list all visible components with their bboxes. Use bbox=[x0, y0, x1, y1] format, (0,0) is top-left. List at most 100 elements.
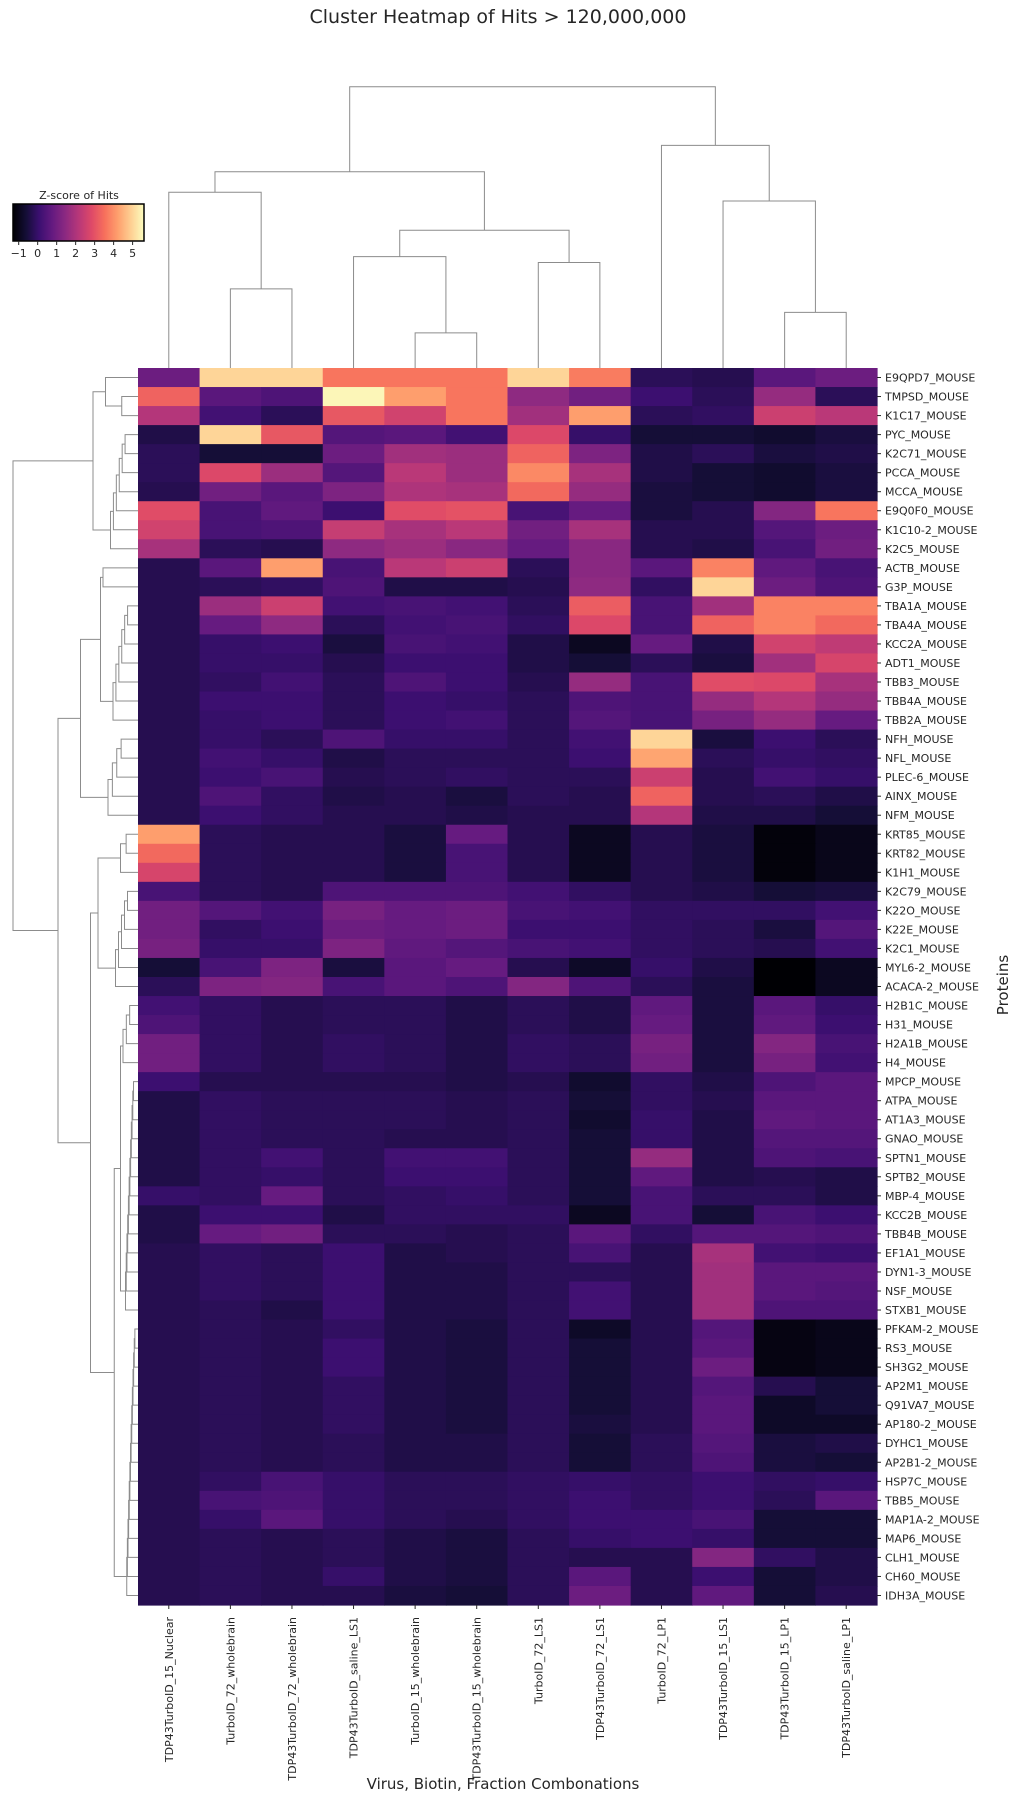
heatmap-cell bbox=[445, 634, 509, 655]
heatmap-cell bbox=[569, 520, 632, 540]
heatmap-cell bbox=[692, 1053, 755, 1073]
heatmap-cell bbox=[753, 1129, 817, 1149]
heatmap-cell bbox=[322, 539, 385, 559]
heatmap-cell bbox=[322, 1167, 385, 1187]
heatmap-cell bbox=[445, 786, 509, 807]
dendrogram-link bbox=[349, 86, 716, 172]
heatmap-cell bbox=[261, 1300, 324, 1321]
heatmap-cell bbox=[261, 1072, 324, 1092]
heatmap-cell bbox=[261, 805, 324, 826]
heatmap-cell bbox=[507, 539, 570, 559]
heatmap-cell bbox=[507, 1452, 570, 1473]
row-label: TBA4A_MOUSE bbox=[884, 619, 967, 632]
heatmap-cell bbox=[445, 881, 509, 902]
dendrogram-link bbox=[124, 614, 138, 645]
heatmap-cell bbox=[753, 786, 817, 807]
heatmap-cell bbox=[692, 1072, 755, 1092]
dendrogram-link bbox=[229, 288, 293, 368]
heatmap-cell bbox=[384, 1015, 447, 1035]
heatmap-cell bbox=[261, 1243, 324, 1264]
heatmap-cell bbox=[569, 1547, 632, 1568]
dendrogram-link bbox=[132, 1090, 138, 1121]
heatmap-cell bbox=[384, 1091, 447, 1111]
heatmap-cell bbox=[569, 577, 632, 597]
heatmap-cell bbox=[692, 1566, 755, 1587]
dendrogram-link bbox=[90, 912, 115, 1373]
dendrogram-link bbox=[115, 663, 138, 702]
heatmap-cell bbox=[569, 1148, 632, 1168]
heatmap-cell bbox=[753, 1243, 817, 1264]
heatmap-cell bbox=[753, 444, 817, 464]
heatmap-cell bbox=[692, 1528, 755, 1549]
heatmap-cell bbox=[445, 1205, 509, 1225]
heatmap-cell bbox=[261, 1490, 324, 1511]
heatmap-cell bbox=[507, 805, 570, 826]
dendrogram-link bbox=[127, 605, 138, 626]
heatmap-cell bbox=[138, 558, 201, 578]
heatmap-cell bbox=[569, 444, 632, 464]
heatmap-cell bbox=[569, 1034, 632, 1054]
dendrogram-link bbox=[127, 1214, 138, 1254]
heatmap-cell bbox=[261, 387, 324, 407]
heatmap-cell bbox=[199, 1148, 262, 1168]
dendrogram-link bbox=[122, 1028, 138, 1064]
dendrogram-link bbox=[120, 843, 138, 873]
row-label: KRT82_MOUSE bbox=[885, 847, 965, 860]
heatmap-cell bbox=[384, 1395, 447, 1416]
heatmap-cell bbox=[445, 767, 509, 788]
heatmap-cell bbox=[507, 1395, 570, 1416]
heatmap-cell bbox=[630, 1471, 693, 1492]
heatmap-cell bbox=[753, 957, 817, 978]
heatmap-cell bbox=[445, 558, 509, 578]
heatmap-cell bbox=[199, 1395, 262, 1416]
heatmap-cell bbox=[692, 957, 755, 978]
heatmap-cell bbox=[199, 1319, 262, 1340]
heatmap-cell bbox=[138, 976, 201, 997]
heatmap-cell bbox=[322, 1509, 385, 1530]
heatmap-cell bbox=[753, 900, 817, 921]
heatmap-cell bbox=[261, 1015, 324, 1035]
dendrogram-link bbox=[127, 890, 138, 911]
heatmap-cell bbox=[138, 919, 201, 940]
heatmap-cell bbox=[138, 1509, 201, 1530]
heatmap-cell bbox=[507, 1110, 570, 1130]
heatmap-cell bbox=[507, 748, 570, 769]
heatmap-cell bbox=[692, 900, 755, 921]
heatmap-cell bbox=[445, 425, 509, 445]
colorbar-tick-label: 5 bbox=[129, 247, 136, 260]
heatmap-cell bbox=[569, 1452, 632, 1473]
heatmap-cell bbox=[569, 539, 632, 559]
dendrogram-link bbox=[125, 833, 138, 854]
heatmap-cell bbox=[815, 1091, 878, 1111]
heatmap-cell bbox=[692, 919, 755, 940]
heatmap-cell bbox=[138, 729, 201, 750]
heatmap-cell bbox=[692, 881, 755, 902]
heatmap-cell bbox=[138, 881, 201, 902]
heatmap-cell bbox=[384, 501, 447, 521]
heatmap-cell bbox=[507, 1015, 570, 1035]
heatmap-cell bbox=[138, 1186, 201, 1206]
heatmap-cell bbox=[384, 1300, 447, 1321]
heatmap-cell bbox=[261, 406, 324, 426]
dendrogram-link bbox=[784, 311, 847, 368]
heatmap-cell bbox=[815, 1186, 878, 1206]
row-label: K22E_MOUSE bbox=[885, 923, 959, 936]
heatmap-cell bbox=[692, 805, 755, 826]
heatmap-cell bbox=[815, 501, 878, 521]
heatmap-cell bbox=[569, 691, 632, 712]
heatmap-cell bbox=[445, 843, 509, 864]
heatmap-cell bbox=[138, 1091, 201, 1111]
heatmap-cell bbox=[138, 938, 201, 959]
row-label: DYN1-3_MOUSE bbox=[885, 1266, 971, 1279]
row-label: SPTB2_MOUSE bbox=[885, 1171, 966, 1184]
heatmap-cell bbox=[261, 900, 324, 921]
row-label: AP180-2_MOUSE bbox=[885, 1418, 977, 1431]
row-label: TMPSD_MOUSE bbox=[884, 391, 969, 404]
heatmap-cell bbox=[322, 1566, 385, 1587]
heatmap-cell bbox=[815, 881, 878, 902]
heatmap-cell bbox=[569, 1186, 632, 1206]
heatmap-cell bbox=[199, 1224, 262, 1245]
heatmap-cell bbox=[384, 957, 447, 978]
row-label: RS3_MOUSE bbox=[885, 1342, 952, 1355]
